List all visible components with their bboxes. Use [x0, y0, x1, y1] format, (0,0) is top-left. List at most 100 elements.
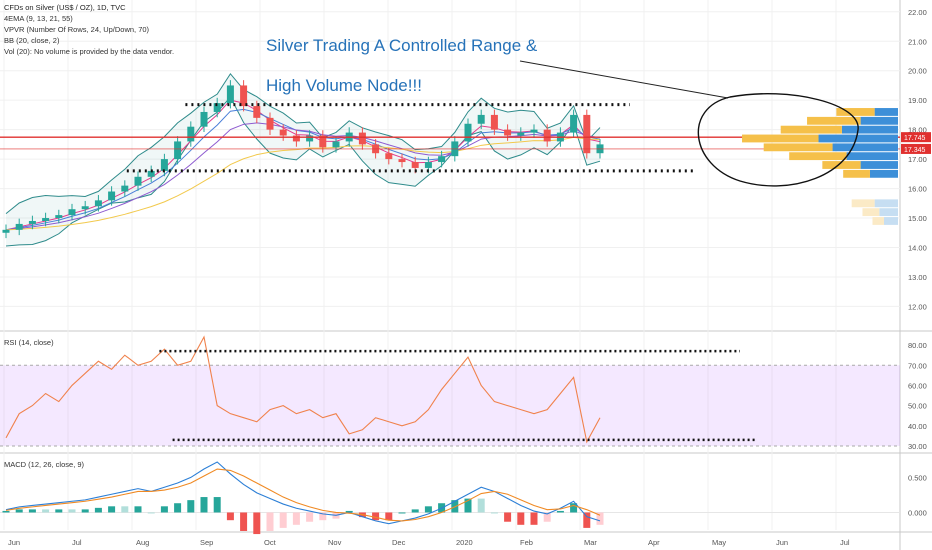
- ema-legend[interactable]: 4EMA (9, 13, 21, 55): [4, 14, 73, 23]
- macd-axis-label: 0.000: [908, 508, 927, 517]
- bollinger-band-fill: [6, 73, 600, 247]
- candle-body: [200, 111, 208, 127]
- macd-histogram-bar: [372, 512, 380, 521]
- time-axis-label: Mar: [584, 538, 597, 547]
- candle-body: [147, 170, 155, 177]
- candle-body: [292, 135, 300, 142]
- time-axis-label: May: [712, 538, 726, 547]
- volume-profile-up: [843, 169, 870, 178]
- macd-histogram-bar: [42, 509, 50, 513]
- volume-profile-up: [836, 108, 875, 116]
- volume-profile-down: [874, 199, 898, 208]
- macd-histogram-bar: [81, 509, 89, 513]
- candle-body: [42, 218, 50, 221]
- price-axis-label: 22.00: [908, 8, 927, 17]
- macd-histogram-bar: [2, 510, 10, 513]
- rsi-line: [5, 335, 601, 444]
- price-axis-label: 14.00: [908, 244, 927, 253]
- macd-line: [5, 461, 601, 525]
- candle-body: [81, 206, 89, 210]
- volume-profile-down: [846, 152, 898, 161]
- candle-body: [530, 129, 538, 133]
- volume-profile-down: [874, 108, 898, 116]
- rsi-axis-label: 40.00: [908, 422, 927, 431]
- candle-body: [411, 162, 419, 168]
- macd-histogram-bar: [411, 509, 419, 513]
- annotation-arrow: [519, 60, 729, 99]
- time-axis-label: 2020: [456, 538, 473, 547]
- macd-legend[interactable]: MACD (12, 26, close, 9): [4, 460, 85, 469]
- volume-profile-up: [789, 152, 847, 161]
- candle-body: [68, 209, 76, 216]
- price-tag: 17.745: [904, 135, 926, 142]
- chart-legend: CFDs on Silver (US$ / OZ), 1D, TVC 4EMA …: [4, 2, 174, 57]
- time-axis-label: Oct: [264, 538, 277, 547]
- rsi-band: [0, 365, 900, 446]
- time-axis-label: Jun: [8, 538, 20, 547]
- candle-body: [134, 176, 142, 186]
- volume-profile-up: [872, 217, 884, 225]
- volume-profile-up: [780, 125, 842, 134]
- candle-body: [187, 126, 195, 142]
- candle-body: [226, 85, 234, 104]
- time-axis-label: Nov: [328, 538, 342, 547]
- macd-histogram-bar: [477, 498, 485, 513]
- macd-histogram-bar: [556, 510, 564, 513]
- macd-histogram-bar: [464, 498, 472, 513]
- macd-histogram-bar: [226, 512, 234, 521]
- candle-body: [424, 162, 432, 168]
- volume-profile-down: [879, 208, 898, 217]
- rsi-axis-label: 60.00: [908, 381, 927, 390]
- macd-histogram-bar: [543, 512, 551, 522]
- volume-profile-down: [841, 125, 898, 134]
- macd-histogram-bar: [504, 512, 512, 522]
- macd-histogram-bar: [345, 510, 353, 513]
- candle-body: [160, 159, 168, 171]
- bb-legend[interactable]: BB (20, close, 2): [4, 36, 60, 45]
- macd-histogram-bar: [517, 512, 525, 525]
- volume-profile-up: [851, 199, 875, 208]
- volume-profile-up: [807, 116, 861, 125]
- candle-body: [583, 114, 591, 154]
- symbol-title[interactable]: CFDs on Silver (US$ / OZ), 1D, TVC: [4, 3, 126, 12]
- price-axis-label: 18.00: [908, 126, 927, 135]
- macd-histogram-bar: [240, 512, 248, 531]
- candle-body: [543, 129, 551, 142]
- rsi-axis-label: 80.00: [908, 341, 927, 350]
- macd-histogram-bar: [530, 512, 538, 525]
- price-axis-label: 21.00: [908, 37, 927, 46]
- volume-profile-up: [822, 161, 861, 169]
- annotation-line-2: High Volume Node!!!: [266, 76, 422, 95]
- volume-profile-down: [860, 161, 898, 169]
- vpvr-legend[interactable]: VPVR (Number Of Rows, 24, Up/Down, 70): [4, 25, 150, 34]
- macd-histogram-bar: [200, 497, 208, 513]
- volume-legend[interactable]: Vol (20): No volume is provided by the d…: [4, 47, 175, 56]
- time-axis-label: Sep: [200, 538, 213, 547]
- candle-body: [55, 215, 63, 219]
- bollinger-upper: [5, 72, 601, 215]
- macd-histogram-bar: [596, 512, 604, 525]
- volume-profile-up: [862, 208, 880, 217]
- price-axis-label: 20.00: [908, 67, 927, 76]
- macd-histogram-bar: [108, 506, 116, 513]
- macd-histogram-bar: [253, 512, 261, 535]
- candle-body: [398, 159, 406, 163]
- candle-body: [279, 129, 287, 136]
- macd-histogram-bar: [134, 506, 142, 513]
- macd-histogram-bar: [424, 506, 432, 513]
- macd-histogram-bar: [319, 512, 327, 521]
- candle-body: [306, 135, 314, 142]
- bollinger-lower: [5, 96, 601, 247]
- rsi-legend[interactable]: RSI (14, close): [4, 338, 54, 347]
- candle-body: [464, 123, 472, 142]
- price-tag-bg: [901, 132, 931, 143]
- candle-body: [504, 129, 512, 136]
- candle-body: [332, 141, 340, 148]
- price-tag: 17.345: [904, 147, 926, 154]
- candle-body: [174, 141, 182, 160]
- time-axis-label: Apr: [648, 538, 660, 547]
- candle-body: [94, 200, 102, 207]
- price-axis-label: 15.00: [908, 214, 927, 223]
- price-axis-label: 12.00: [908, 302, 927, 311]
